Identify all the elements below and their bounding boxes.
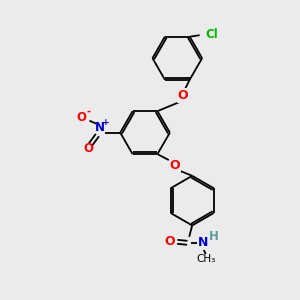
Text: -: - <box>87 107 91 117</box>
Text: N: N <box>198 236 208 249</box>
Text: O: O <box>76 111 86 124</box>
Text: H: H <box>209 230 219 243</box>
Text: N: N <box>94 121 104 134</box>
Text: O: O <box>169 158 180 172</box>
Text: O: O <box>83 142 94 155</box>
Text: Cl: Cl <box>206 28 218 41</box>
Text: +: + <box>101 118 109 127</box>
Text: CH₃: CH₃ <box>196 254 215 264</box>
Text: O: O <box>164 235 175 248</box>
Text: O: O <box>177 89 188 102</box>
